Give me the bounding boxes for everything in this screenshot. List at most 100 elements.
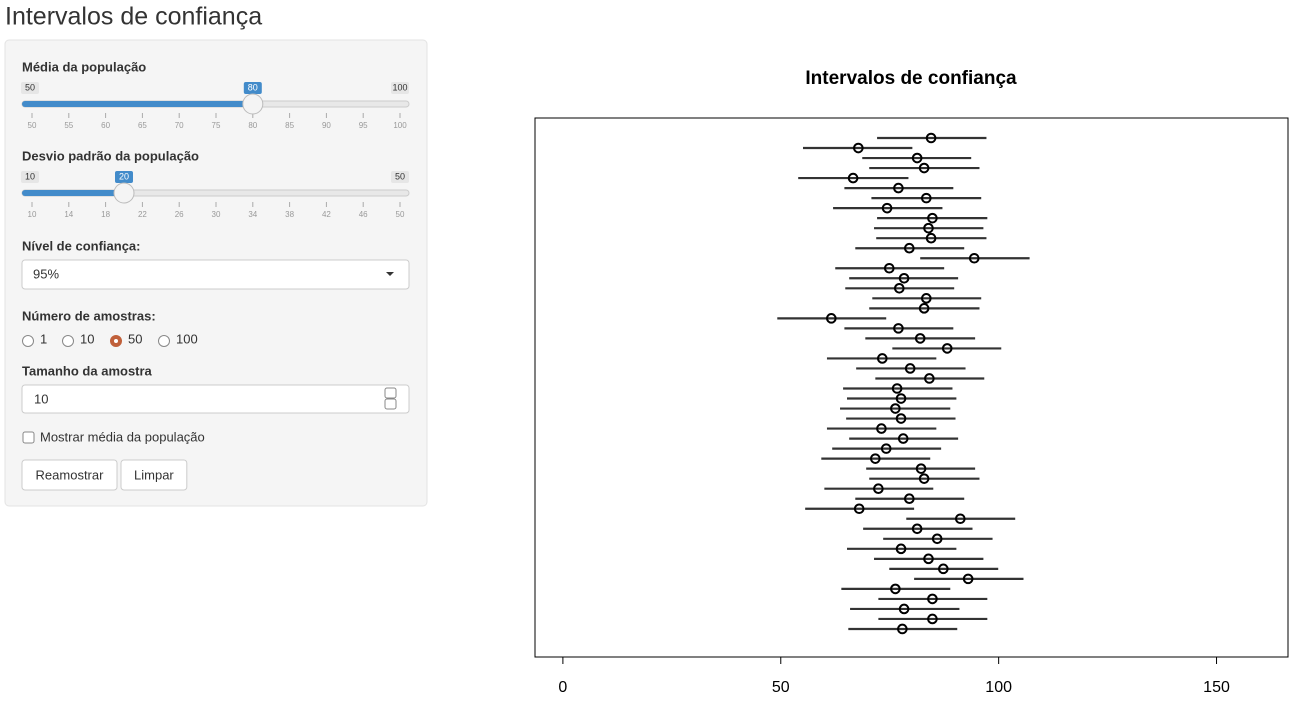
radio[interactable] (62, 335, 74, 347)
select-arrow (386, 272, 394, 276)
slider-tick-label: 75 (212, 121, 221, 130)
slider-tick-label: 80 (248, 121, 257, 130)
sample-mean (826, 313, 837, 324)
slider-tick-label: 42 (322, 210, 331, 219)
sample-mean (881, 202, 893, 214)
sample-mean (927, 212, 938, 224)
x-tick-label: 150 (1203, 679, 1230, 696)
sample-mean (918, 303, 930, 314)
sample-mean (897, 433, 909, 444)
sample-mean (898, 603, 910, 615)
sample-mean (911, 152, 923, 164)
sample-mean (938, 563, 949, 575)
sample-mean (895, 543, 907, 555)
x-tick-label: 100 (985, 679, 1012, 696)
slider-tick-label: 46 (359, 210, 368, 219)
slider-tick-label: 70 (175, 121, 184, 130)
slider-edge-label: 50 (395, 171, 405, 181)
radio[interactable] (22, 335, 34, 347)
select-box[interactable] (21, 259, 410, 290)
slider-tick-label: 65 (138, 121, 147, 130)
slider-tick-label: 30 (212, 210, 221, 219)
sample-mean (891, 383, 903, 394)
slider-handle[interactable] (113, 182, 135, 204)
spin-down[interactable] (384, 398, 397, 410)
sample-mean (893, 182, 904, 194)
slider-tick-label: 18 (101, 210, 110, 219)
slider-value-box (115, 171, 133, 183)
sample-mean (847, 172, 859, 184)
sample-mean (918, 162, 930, 174)
sample-mean (890, 583, 901, 595)
sample-mean (968, 252, 980, 264)
slider-tick-label: 10 (28, 210, 37, 219)
slider-edge-box (21, 82, 39, 94)
spin-up[interactable] (384, 387, 397, 399)
slider-tick-label: 38 (285, 210, 294, 219)
slider-edge-label: 50 (25, 82, 35, 92)
button-label: Limpar (134, 467, 174, 482)
sample-mean (914, 333, 926, 344)
input-label: Tamanho da amostra (22, 363, 153, 378)
radio[interactable] (158, 335, 170, 347)
sample-mean (927, 593, 938, 605)
slider-tick-label: 26 (175, 210, 184, 219)
radio-dot (114, 339, 118, 343)
radio-label: 1 (40, 331, 47, 346)
checkbox[interactable] (22, 431, 35, 444)
sample-mean (880, 443, 892, 454)
sample-mean (915, 463, 927, 474)
sample-mean (927, 613, 938, 625)
sample-mean (941, 343, 953, 354)
sample-mean (904, 363, 916, 374)
sample-mean (921, 293, 932, 304)
button[interactable] (21, 459, 118, 491)
slider-edge-label: 10 (25, 171, 35, 181)
slider-fill (22, 190, 124, 196)
sample-mean (925, 132, 937, 144)
sample-mean (897, 623, 908, 635)
sample-mean (873, 483, 884, 495)
sample-mean (923, 222, 934, 234)
slider-edge-box (21, 171, 39, 183)
sample-mean (893, 323, 904, 334)
sample-mean (853, 503, 865, 515)
slider-tick-label: 95 (359, 121, 368, 130)
sample-mean (924, 373, 935, 384)
button-label: Reamostrar (36, 467, 105, 482)
radio-label: 10 (80, 331, 94, 346)
slider-tick-label: 60 (101, 121, 110, 130)
sample-mean (870, 453, 881, 464)
slider-tick-label: 85 (285, 121, 294, 130)
slider-edge-box (391, 82, 409, 94)
checkbox-label: Mostrar média da população (40, 429, 205, 444)
sample-mean (893, 283, 905, 294)
slider-label: Desvio padrão da população (22, 148, 199, 163)
sample-mean (877, 353, 888, 364)
input-value: 10 (34, 391, 48, 406)
sample-mean (921, 192, 932, 204)
sample-mean (883, 262, 895, 274)
slider-tick-label: 50 (28, 121, 37, 130)
chart-title: Intervalos de confiança (805, 68, 1017, 89)
sample-mean (923, 553, 934, 565)
slider-tick-label: 50 (396, 210, 405, 219)
slider-edge-label: 100 (392, 82, 407, 92)
slider-tick-label: 34 (248, 210, 257, 219)
sample-mean (955, 513, 966, 525)
select-label: Nível de confiança: (22, 238, 140, 253)
slider-value: 20 (119, 171, 129, 181)
sample-mean (962, 573, 974, 585)
sample-mean (931, 533, 943, 545)
sample-mean (895, 413, 907, 424)
button[interactable] (120, 459, 188, 491)
slider-value-box (243, 82, 262, 94)
slider-handle[interactable] (242, 93, 264, 115)
slider-edge-box (391, 171, 409, 183)
select-value: 95% (33, 266, 59, 281)
number-input[interactable] (21, 384, 410, 414)
sample-mean (925, 232, 937, 244)
x-tick-label: 50 (772, 679, 790, 696)
